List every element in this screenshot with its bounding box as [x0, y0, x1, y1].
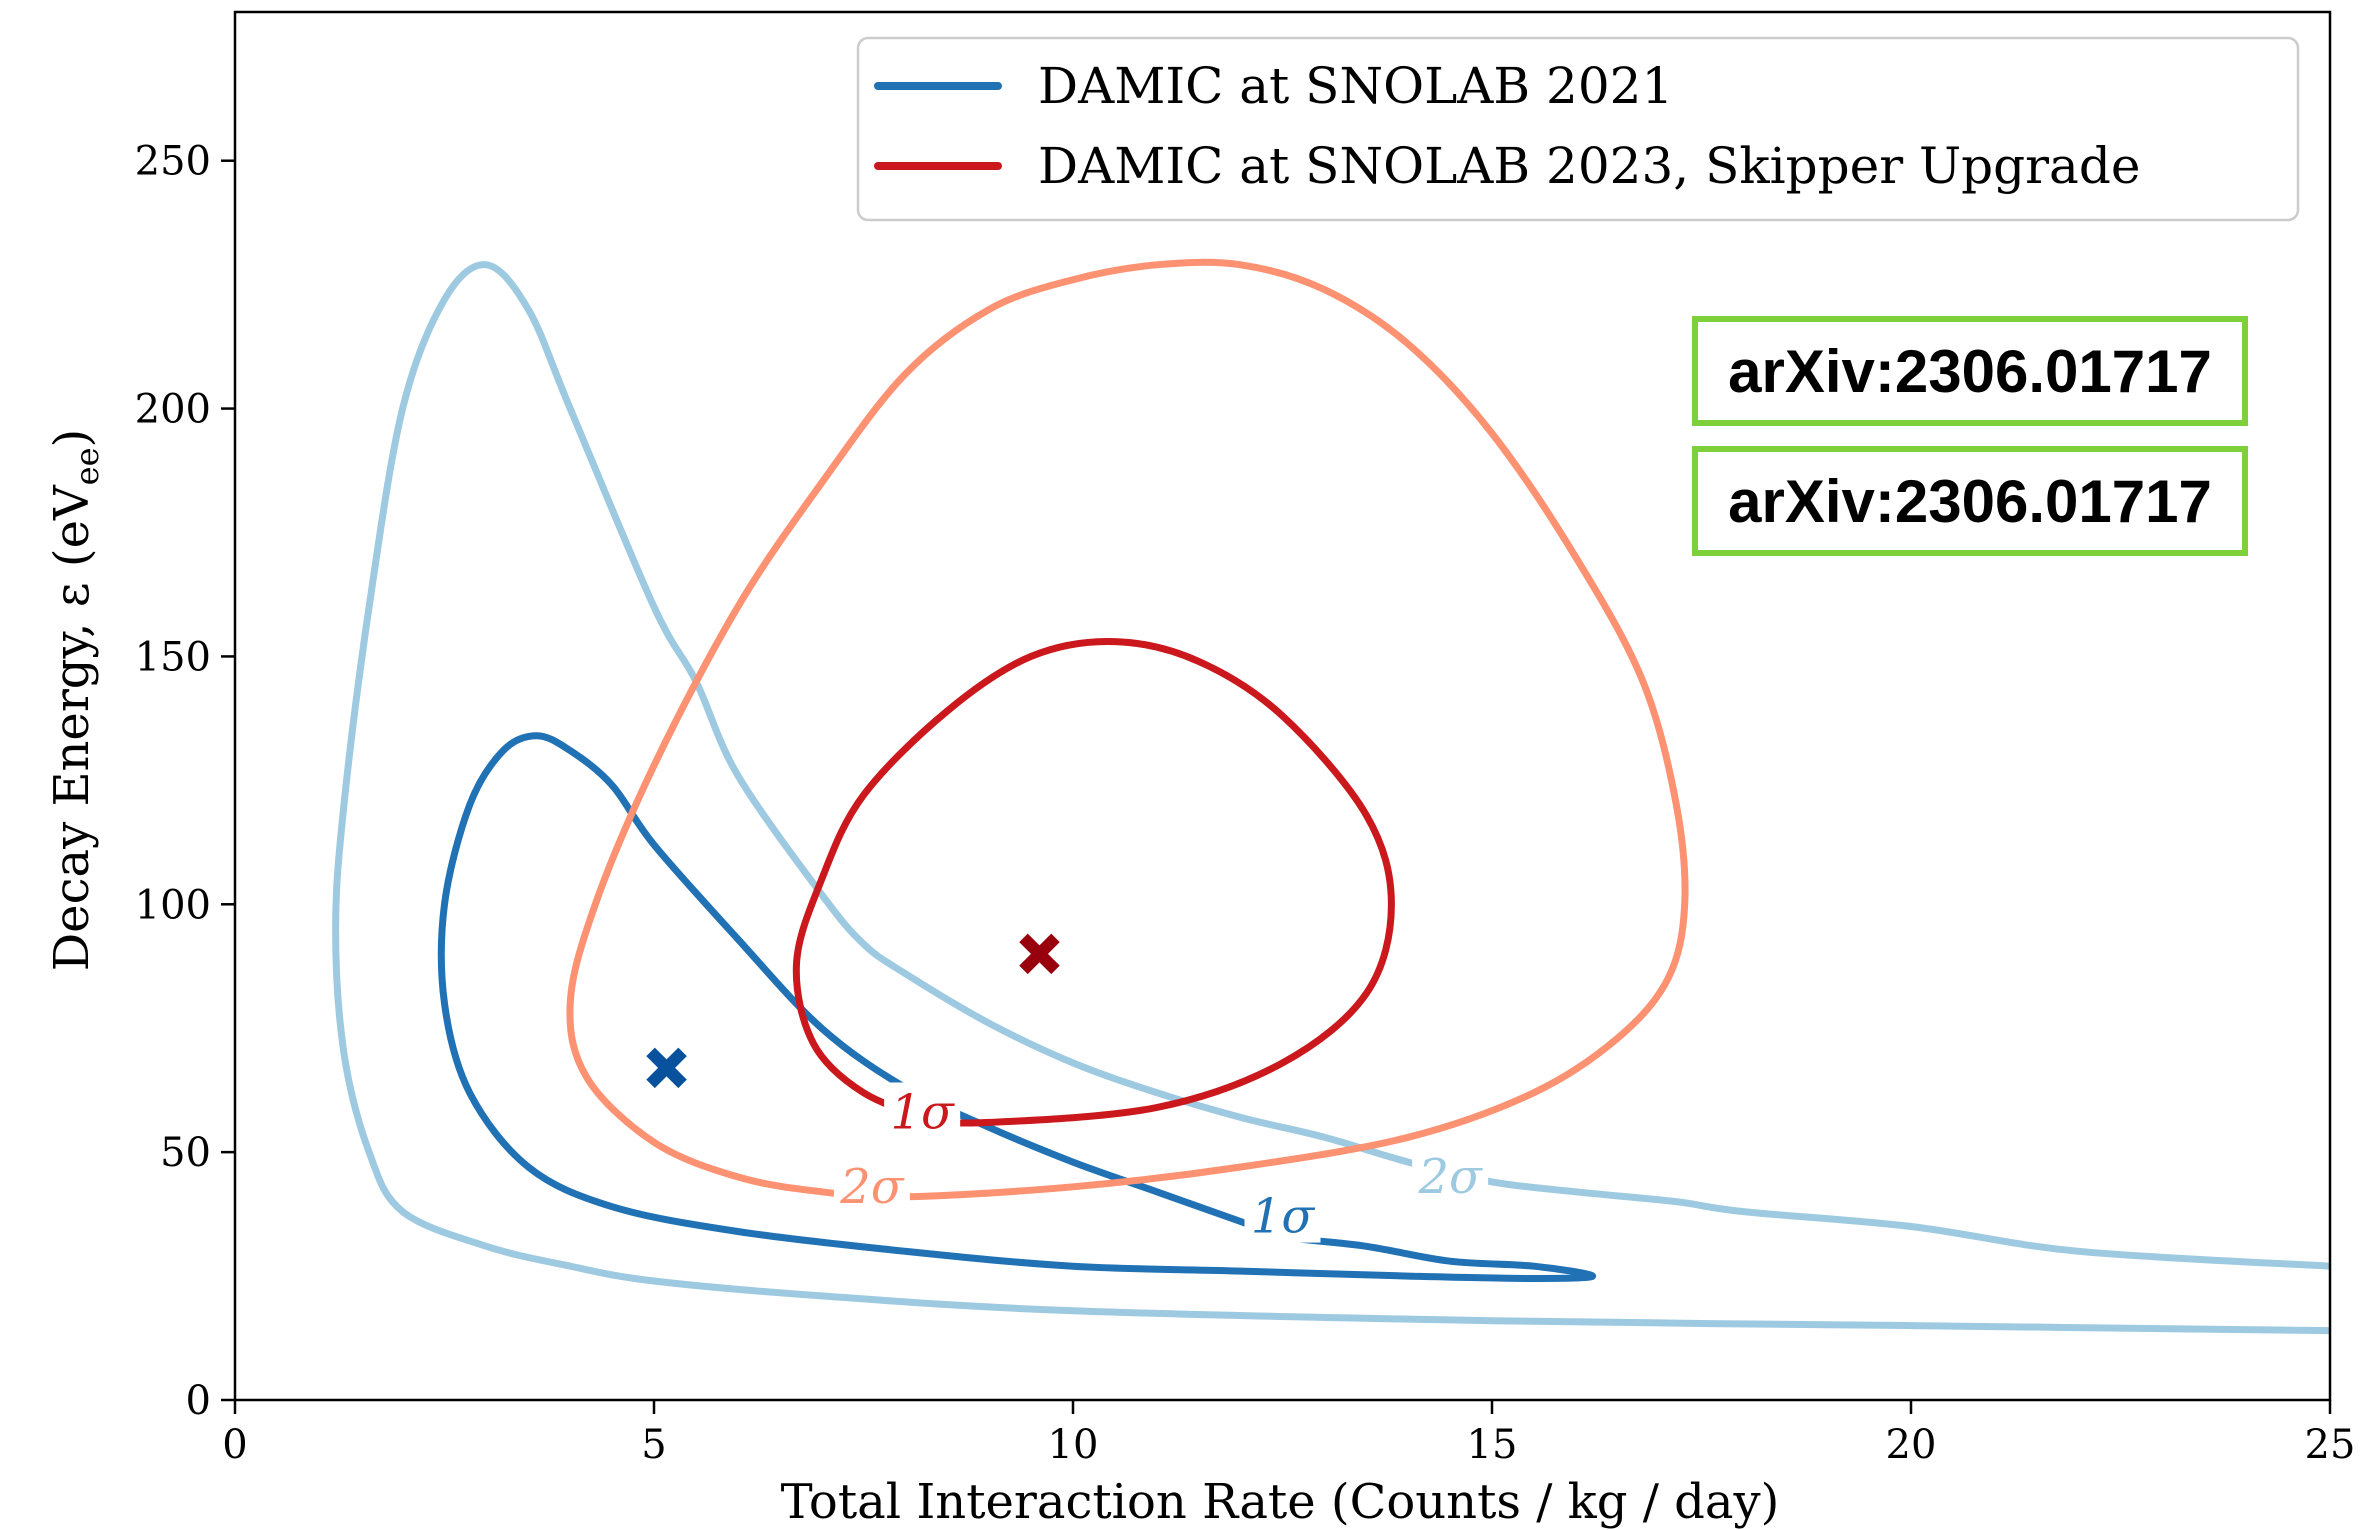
- y-tick-label: 200: [135, 387, 211, 433]
- x-tick-label: 20: [1886, 1422, 1937, 1468]
- legend: DAMIC at SNOLAB 2021 DAMIC at SNOLAB 2023…: [856, 36, 2300, 222]
- y-axis-title-subscript: ee: [68, 447, 106, 485]
- contour-label-background: [1244, 1186, 1321, 1243]
- contour-label: 1σ: [891, 1084, 956, 1140]
- best-fit-marker: [1019, 933, 1060, 975]
- best-fit-marker-stroke: [1019, 933, 1060, 975]
- legend-box: [856, 36, 2300, 222]
- x-tick-label: 0: [222, 1422, 247, 1468]
- x-tick-label: 15: [1467, 1422, 1518, 1468]
- y-tick-label: 100: [135, 882, 211, 928]
- y-axis-title: Decay Energy, ε (eVee): [44, 429, 106, 972]
- arxiv-badge: arXiv:2306.01717: [1692, 316, 2248, 426]
- arxiv-badge: arXiv:2306.01717: [1692, 446, 2248, 556]
- x-tick-label: 5: [641, 1422, 666, 1468]
- contour-line: [437, 732, 1597, 1282]
- y-tick-label: 250: [135, 139, 211, 185]
- plot-frame: [233, 10, 2332, 1402]
- x-axis-title: Total Interaction Rate (Counts / kg / da…: [781, 1474, 1780, 1530]
- best-fit-marker-stroke: [646, 1047, 687, 1089]
- y-tick-label: 0: [186, 1378, 211, 1424]
- contour-label-background: [884, 1082, 961, 1139]
- legend-label: DAMIC at SNOLAB 2021: [1038, 57, 1673, 115]
- contour-label-background: [1412, 1146, 1489, 1203]
- y-tick-label: 150: [135, 634, 211, 680]
- best-fit-marker-layer: [646, 933, 1060, 1089]
- y-axis-title-tail: ): [44, 429, 100, 448]
- x-tick-label: 10: [1048, 1422, 1099, 1468]
- contour-label: 2σ: [839, 1159, 905, 1215]
- contour-line: [792, 637, 1395, 1127]
- y-tick-label: 50: [160, 1130, 211, 1176]
- contour-line: [566, 258, 1689, 1201]
- x-tick-label: 25: [2305, 1422, 2356, 1468]
- y-axis-title-main: Decay Energy, ε (eV: [44, 484, 100, 971]
- legend-label: DAMIC at SNOLAB 2023, Skipper Upgrade: [1038, 137, 2140, 195]
- contour-label: 2σ: [1417, 1149, 1483, 1205]
- contour-layer: [332, 258, 2330, 1335]
- contour-line: [332, 261, 2330, 1335]
- contour-label-background: [833, 1156, 910, 1213]
- best-fit-marker: [646, 1047, 687, 1089]
- contour-label-layer: 2σ 1σ 2σ 1σ: [833, 1082, 1489, 1245]
- contour-label: 1σ: [1251, 1189, 1316, 1245]
